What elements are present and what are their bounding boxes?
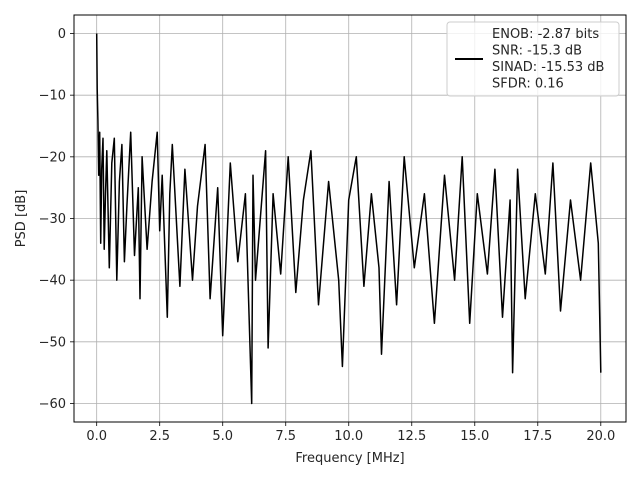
y-tick-label: −10	[39, 89, 66, 104]
legend-enob: ENOB: -2.87 bits	[492, 27, 599, 42]
x-axis: 0.0 2.5 5.0 7.5 10.0 12.5 15.0 17.5 20.0	[86, 422, 615, 444]
x-tick-label: 17.5	[523, 429, 552, 444]
psd-series-line	[95, 33, 602, 405]
legend-sinad: SINAD: -15.53 dB	[492, 60, 604, 75]
y-tick-label: −20	[39, 150, 66, 165]
legend: ENOB: -2.87 bits SNR: -15.3 dB SINAD: -1…	[446, 21, 620, 97]
y-tick-label: −30	[39, 212, 66, 227]
x-tick-label: 10.0	[334, 429, 363, 444]
x-tick-label: 15.0	[460, 429, 489, 444]
y-tick-label: −60	[39, 397, 66, 412]
legend-snr: SNR: -15.3 dB	[492, 44, 582, 59]
y-axis: 0 −10 −20 −30 −40 −50 −60	[39, 27, 74, 412]
y-tick-label: −50	[39, 335, 66, 350]
x-tick-label: 7.5	[275, 429, 296, 444]
x-axis-label: Frequency [MHz]	[295, 451, 404, 466]
data-layer	[95, 33, 602, 405]
x-tick-label: 5.0	[212, 429, 233, 444]
y-axis-label: PSD [dB]	[14, 190, 29, 248]
x-tick-label: 12.5	[397, 429, 426, 444]
y-tick-label: −40	[39, 274, 66, 289]
x-tick-label: 0.0	[86, 429, 107, 444]
y-tick-label: 0	[58, 27, 66, 42]
legend-sfdr: SFDR: 0.16	[492, 77, 564, 92]
legend-box	[446, 21, 620, 97]
x-tick-label: 2.5	[149, 429, 170, 444]
x-tick-label: 20.0	[586, 429, 615, 444]
